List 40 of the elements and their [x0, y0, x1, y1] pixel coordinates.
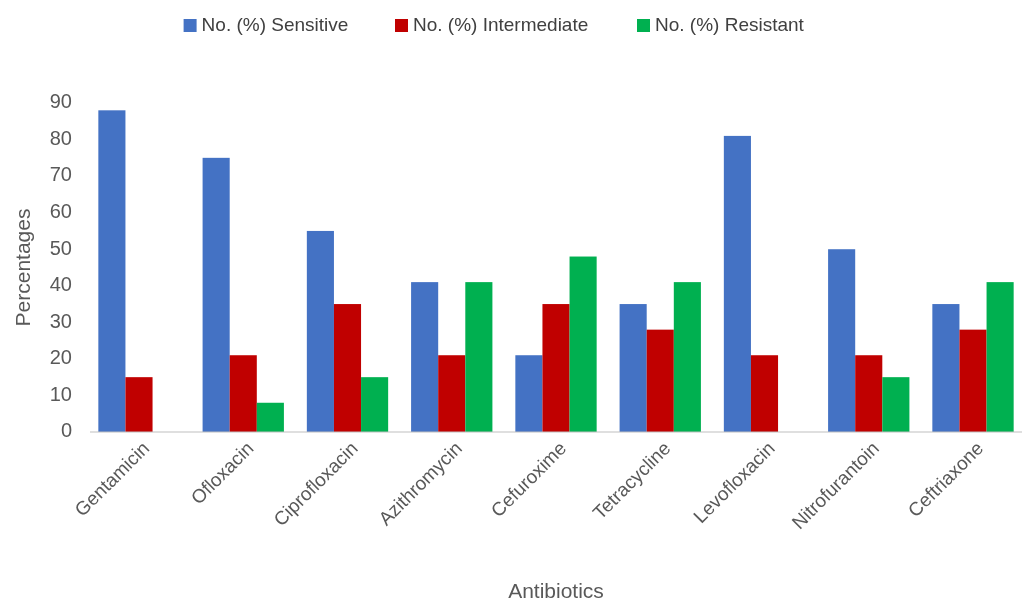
- x-axis-title: Antibiotics: [508, 579, 604, 602]
- bar: [98, 110, 126, 432]
- bar: [882, 377, 910, 432]
- y-tick-label: 50: [49, 236, 72, 259]
- bar: [619, 304, 647, 432]
- y-axis-title: Percentages: [11, 208, 34, 327]
- y-tick-label: 40: [49, 273, 72, 296]
- bar: [932, 304, 960, 432]
- y-tick-label: 20: [49, 346, 72, 369]
- bar: [542, 304, 570, 432]
- bar: [828, 249, 856, 432]
- bar: [986, 282, 1014, 432]
- bar: [438, 355, 466, 432]
- y-tick-label: 80: [49, 126, 72, 149]
- bar: [723, 135, 751, 432]
- bar: [515, 355, 543, 432]
- y-tick-label: 90: [49, 90, 72, 113]
- y-tick-label: 30: [49, 309, 72, 332]
- bar: [256, 402, 284, 432]
- bar: [750, 355, 779, 432]
- y-tick-label: 70: [49, 163, 72, 186]
- bar: [855, 355, 883, 432]
- y-tick-label: 10: [49, 382, 72, 405]
- bar: [202, 157, 230, 432]
- y-tick-label: 0: [60, 419, 72, 442]
- bar: [465, 282, 493, 432]
- bar: [306, 230, 334, 432]
- legend-label: No. (%) Sensitive: [201, 14, 349, 36]
- y-tick-label: 60: [49, 199, 72, 222]
- legend-label: No. (%) Intermediate: [413, 14, 589, 36]
- bar: [229, 355, 257, 432]
- bar: [673, 282, 701, 432]
- bar: [333, 304, 362, 432]
- legend-label: No. (%) Resistant: [655, 14, 805, 36]
- bar: [959, 329, 987, 432]
- bar: [411, 282, 439, 432]
- bar: [361, 377, 389, 432]
- bar: [646, 329, 674, 432]
- bar: [125, 377, 153, 432]
- bar: [569, 256, 597, 432]
